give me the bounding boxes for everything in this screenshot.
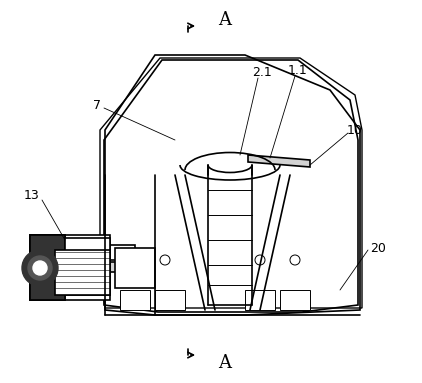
Text: 10: 10 [347,123,363,136]
Bar [55,250,110,295]
Polygon shape [248,155,310,167]
Bar [110,245,135,260]
Bar [30,235,110,300]
Circle shape [22,250,58,286]
Text: A: A [219,11,232,29]
Circle shape [33,261,47,275]
Text: 1.1: 1.1 [288,64,308,77]
Bar [280,290,310,310]
Bar [115,248,155,288]
Text: A: A [219,354,232,372]
Bar [65,238,110,295]
Text: 13: 13 [24,188,40,201]
Text: 2.1: 2.1 [252,65,272,79]
Bar [155,290,185,310]
Circle shape [28,256,52,280]
Text: 20: 20 [370,242,386,254]
Bar [245,290,275,310]
Bar [110,262,135,272]
Bar [120,290,150,310]
Polygon shape [30,235,65,300]
Bar [30,235,65,300]
Text: 7: 7 [93,98,101,111]
